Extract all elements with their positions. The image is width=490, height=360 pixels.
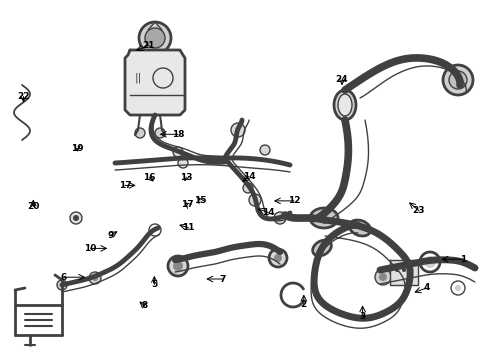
- Circle shape: [409, 268, 413, 272]
- Circle shape: [231, 123, 245, 137]
- Ellipse shape: [313, 240, 331, 256]
- Circle shape: [89, 272, 101, 284]
- Text: 24: 24: [336, 76, 348, 85]
- Circle shape: [379, 273, 387, 281]
- Circle shape: [70, 212, 82, 224]
- Circle shape: [269, 249, 287, 267]
- Circle shape: [375, 269, 391, 285]
- Ellipse shape: [349, 220, 370, 236]
- Circle shape: [455, 285, 461, 291]
- Text: 17: 17: [181, 200, 194, 209]
- Text: 14: 14: [262, 208, 275, 217]
- Text: 20: 20: [27, 202, 40, 211]
- Text: 3: 3: [360, 312, 366, 321]
- Text: 5: 5: [151, 280, 157, 289]
- Text: 23: 23: [413, 206, 425, 215]
- Polygon shape: [390, 260, 418, 285]
- Circle shape: [57, 280, 67, 290]
- Text: 4: 4: [423, 284, 430, 292]
- Text: 22: 22: [17, 92, 30, 101]
- Text: 10: 10: [84, 244, 97, 253]
- Circle shape: [73, 215, 79, 221]
- Text: 6: 6: [61, 273, 67, 282]
- Circle shape: [173, 147, 183, 157]
- Text: 19: 19: [71, 144, 84, 153]
- Text: 12: 12: [288, 197, 300, 205]
- Text: 21: 21: [142, 41, 155, 50]
- Text: 7: 7: [220, 275, 226, 284]
- Text: 14: 14: [243, 172, 255, 181]
- Circle shape: [168, 256, 188, 276]
- Circle shape: [395, 268, 399, 272]
- Text: 15: 15: [194, 196, 206, 204]
- Text: 11: 11: [182, 223, 195, 233]
- Circle shape: [155, 128, 165, 138]
- Circle shape: [92, 275, 98, 281]
- Text: 9: 9: [107, 231, 114, 240]
- Text: 2: 2: [301, 300, 307, 309]
- Circle shape: [443, 65, 473, 95]
- Text: 1: 1: [460, 255, 466, 264]
- Circle shape: [274, 254, 282, 262]
- Circle shape: [260, 145, 270, 155]
- Polygon shape: [125, 50, 185, 115]
- Circle shape: [274, 212, 286, 224]
- Circle shape: [424, 256, 436, 268]
- Circle shape: [449, 71, 467, 89]
- Ellipse shape: [334, 90, 356, 120]
- Text: ||: ||: [135, 73, 142, 83]
- Text: 17: 17: [119, 181, 131, 190]
- Ellipse shape: [338, 94, 352, 116]
- Text: 13: 13: [180, 173, 193, 181]
- Circle shape: [139, 22, 171, 54]
- Circle shape: [402, 268, 406, 272]
- Circle shape: [249, 194, 261, 206]
- Text: 8: 8: [142, 301, 147, 310]
- Ellipse shape: [310, 208, 338, 228]
- Circle shape: [178, 158, 188, 168]
- Text: 16: 16: [143, 173, 156, 182]
- Circle shape: [173, 261, 183, 271]
- Circle shape: [135, 128, 145, 138]
- Circle shape: [243, 183, 253, 193]
- Text: 18: 18: [172, 130, 184, 139]
- Circle shape: [145, 28, 165, 48]
